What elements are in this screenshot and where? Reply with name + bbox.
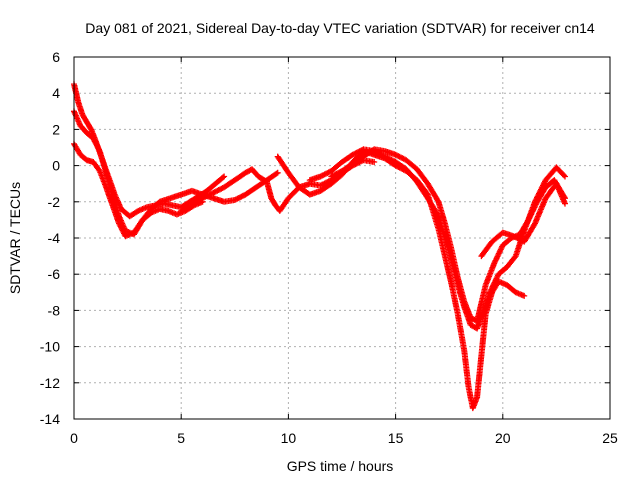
data-point xyxy=(490,280,497,287)
series-track-h xyxy=(478,180,568,260)
data-point xyxy=(560,172,567,179)
data-point xyxy=(562,173,568,180)
data-point xyxy=(332,171,339,178)
y-tick-label: -2 xyxy=(48,194,61,210)
y-tick-label: 2 xyxy=(52,121,60,137)
x-tick-label: 5 xyxy=(177,430,185,446)
y-axis-label: SDTVAR / TECUs xyxy=(7,182,23,294)
data-point xyxy=(371,159,378,165)
y-tick-label: 6 xyxy=(52,49,60,65)
series-track-g xyxy=(328,146,568,325)
data-point xyxy=(221,173,228,180)
data-point xyxy=(273,170,280,177)
x-tick-label: 20 xyxy=(495,430,511,446)
y-tick-label: -14 xyxy=(40,411,60,427)
y-tick-label: -6 xyxy=(48,266,61,282)
y-tick-label: -4 xyxy=(48,230,61,246)
data-point xyxy=(321,171,328,178)
x-tick-label: 25 xyxy=(602,430,618,446)
data-point xyxy=(562,200,568,207)
y-tick-label: 4 xyxy=(52,85,60,101)
y-tick-label: 0 xyxy=(52,158,60,174)
data-point xyxy=(434,197,441,204)
data-point xyxy=(214,187,221,194)
chart-title: Day 081 of 2021, Sidereal Day-to-day VTE… xyxy=(85,20,595,36)
grid xyxy=(74,57,610,419)
y-tick-label: -12 xyxy=(40,375,60,391)
x-tick-label: 15 xyxy=(388,430,404,446)
data-point xyxy=(385,155,392,162)
data-point xyxy=(220,174,226,181)
y-tick-label: -10 xyxy=(40,339,60,355)
y-tick-label: -8 xyxy=(48,302,61,318)
data-point xyxy=(274,169,281,176)
data-point xyxy=(207,191,214,198)
plot-frame xyxy=(73,56,611,420)
data-point xyxy=(521,292,528,299)
x-axis-label: GPS time / hours xyxy=(287,458,394,474)
tick-labels: 0 5 10 15 20 25 -14 -12 -10 -8 -6 -4 -2 0 2 4 6 xyxy=(40,49,618,446)
x-tick-label: 0 xyxy=(70,430,78,446)
data-point xyxy=(355,149,362,155)
x-tick-label: 10 xyxy=(281,430,297,446)
plot-marks xyxy=(71,81,568,412)
